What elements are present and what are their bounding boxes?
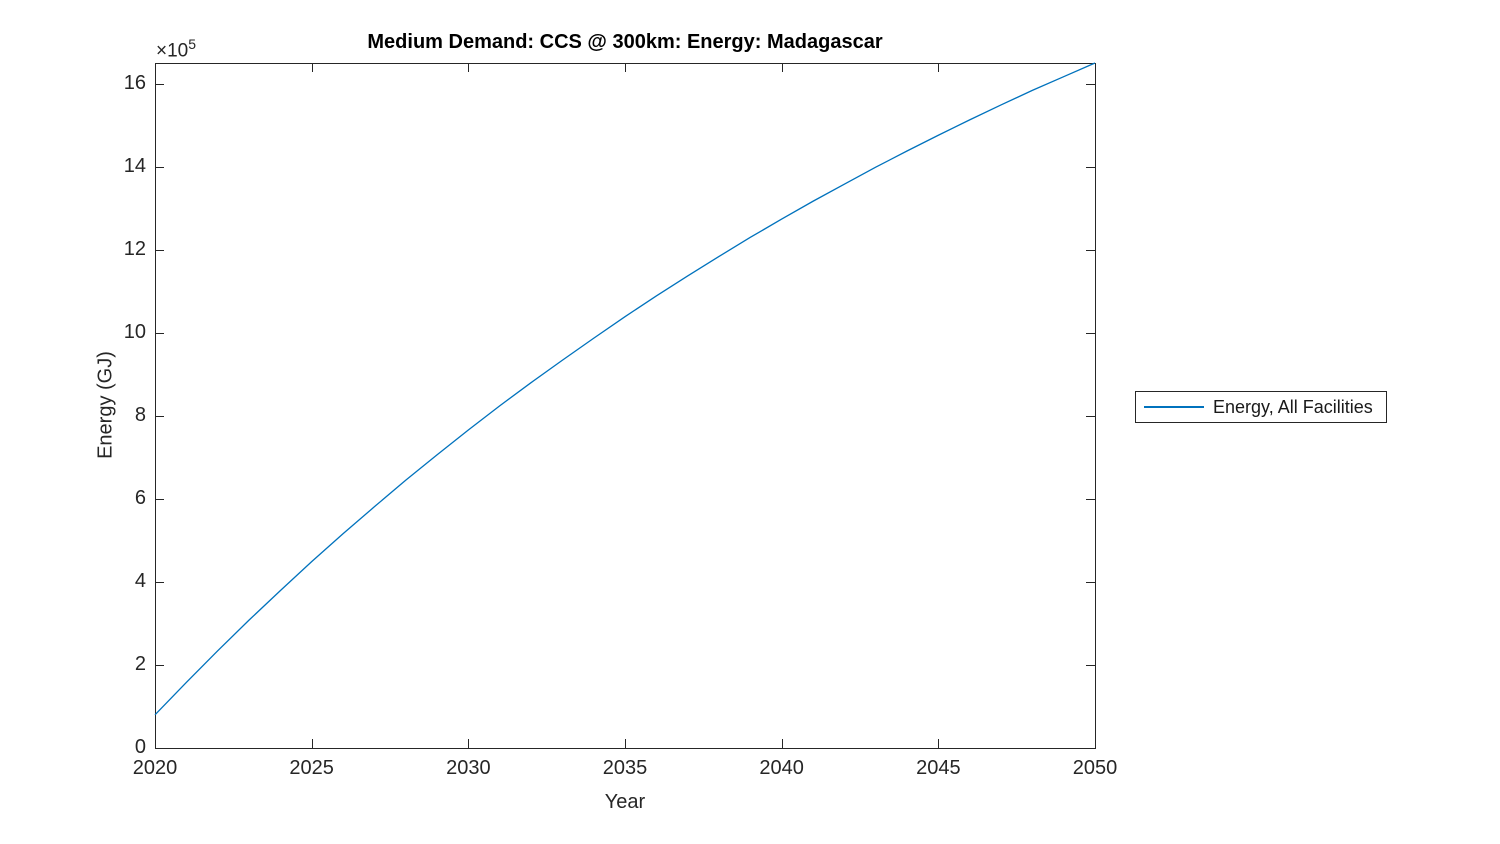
y-axis-multiplier: ×105 — [156, 36, 196, 62]
y-tick-label: 2 — [134, 652, 146, 675]
x-tick-label: 2050 — [1072, 757, 1118, 779]
x-tick-label: 2020 — [132, 757, 178, 779]
y-tick-label: 8 — [134, 403, 146, 426]
legend-box: Energy, All Facilities — [1135, 391, 1387, 423]
legend-label: Energy, All Facilities — [1213, 396, 1373, 417]
legend-line-sample — [1144, 406, 1204, 408]
x-axis-label: Year — [604, 791, 646, 813]
y-tick-label: 16 — [123, 71, 146, 94]
y-tick-label: 14 — [123, 154, 146, 177]
y-tick-label: 6 — [134, 486, 146, 509]
y-tick-label: 12 — [123, 237, 146, 260]
x-tick-label: 2040 — [759, 757, 804, 779]
chart-title: Medium Demand: CCS @ 300km: Energy: Mada… — [367, 31, 883, 53]
x-tick-label: 2035 — [602, 757, 648, 779]
y-axis-multiplier-base: ×10 — [156, 40, 189, 62]
x-tick-label: 2025 — [289, 757, 334, 779]
plot-box-border — [155, 63, 1096, 749]
x-tick-label: 2045 — [916, 757, 961, 779]
y-axis-multiplier-exponent: 5 — [188, 36, 197, 52]
y-tick-label: 10 — [123, 320, 146, 343]
y-tick-label: 4 — [134, 569, 146, 592]
y-tick-label: 0 — [134, 736, 146, 758]
energy-series-line — [154, 62, 1096, 716]
x-tick-label: 2030 — [446, 757, 491, 779]
